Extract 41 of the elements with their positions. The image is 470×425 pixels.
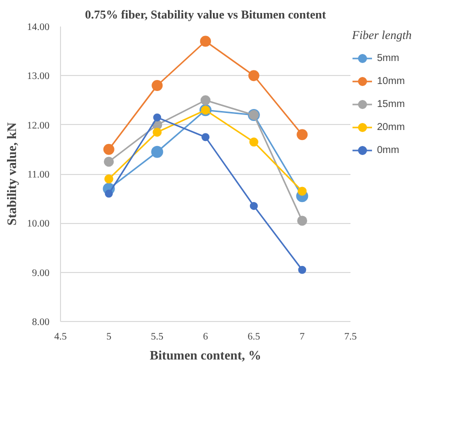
point — [152, 80, 163, 91]
y-tick-label: 12.00 — [27, 120, 50, 132]
y-tick-label: 13.00 — [27, 71, 50, 82]
y-tick-label: 14.00 — [27, 22, 50, 33]
legend-label: 20mm — [377, 122, 405, 132]
legend-label: 5mm — [377, 52, 400, 64]
point — [104, 156, 114, 167]
point — [103, 144, 114, 155]
x-tick-label: 5 — [106, 332, 112, 342]
point — [200, 36, 211, 47]
legend-label: 0mm — [377, 144, 400, 156]
y-tick-label: 11.00 — [27, 170, 50, 180]
x-tick-label: 6.5 — [248, 332, 260, 342]
point — [298, 266, 306, 274]
legend-label: 15mm — [377, 98, 405, 110]
point — [249, 138, 258, 147]
x-tick-label: 7.5 — [344, 332, 357, 342]
y-tick-label: 9.00 — [32, 268, 50, 279]
point — [151, 146, 164, 158]
point — [297, 216, 308, 226]
point — [104, 174, 114, 184]
legend-label: 10mm — [377, 76, 405, 86]
point — [250, 202, 258, 210]
point — [202, 133, 210, 142]
legend-title: Fiber length — [352, 28, 412, 43]
point — [104, 190, 113, 198]
y-axis-title: Stability value, kN — [4, 122, 19, 226]
x-tick-label: 7 — [300, 332, 305, 342]
chart-title: 0.75% fiber, Stability value vs Bitumen content — [85, 8, 326, 22]
y-tick-label: 8.00 — [32, 317, 50, 328]
x-tick-label: 4.5 — [54, 332, 67, 342]
x-tick-label: 5.5 — [150, 332, 164, 342]
point — [152, 128, 162, 137]
point — [298, 186, 307, 196]
x-tick-label: 6 — [203, 332, 208, 342]
x-axis-title: Bitumen content, % — [150, 348, 262, 362]
point — [296, 129, 308, 140]
y-tick-label: 10.00 — [27, 218, 50, 230]
point — [248, 70, 260, 82]
point — [200, 95, 210, 106]
point — [153, 113, 162, 122]
